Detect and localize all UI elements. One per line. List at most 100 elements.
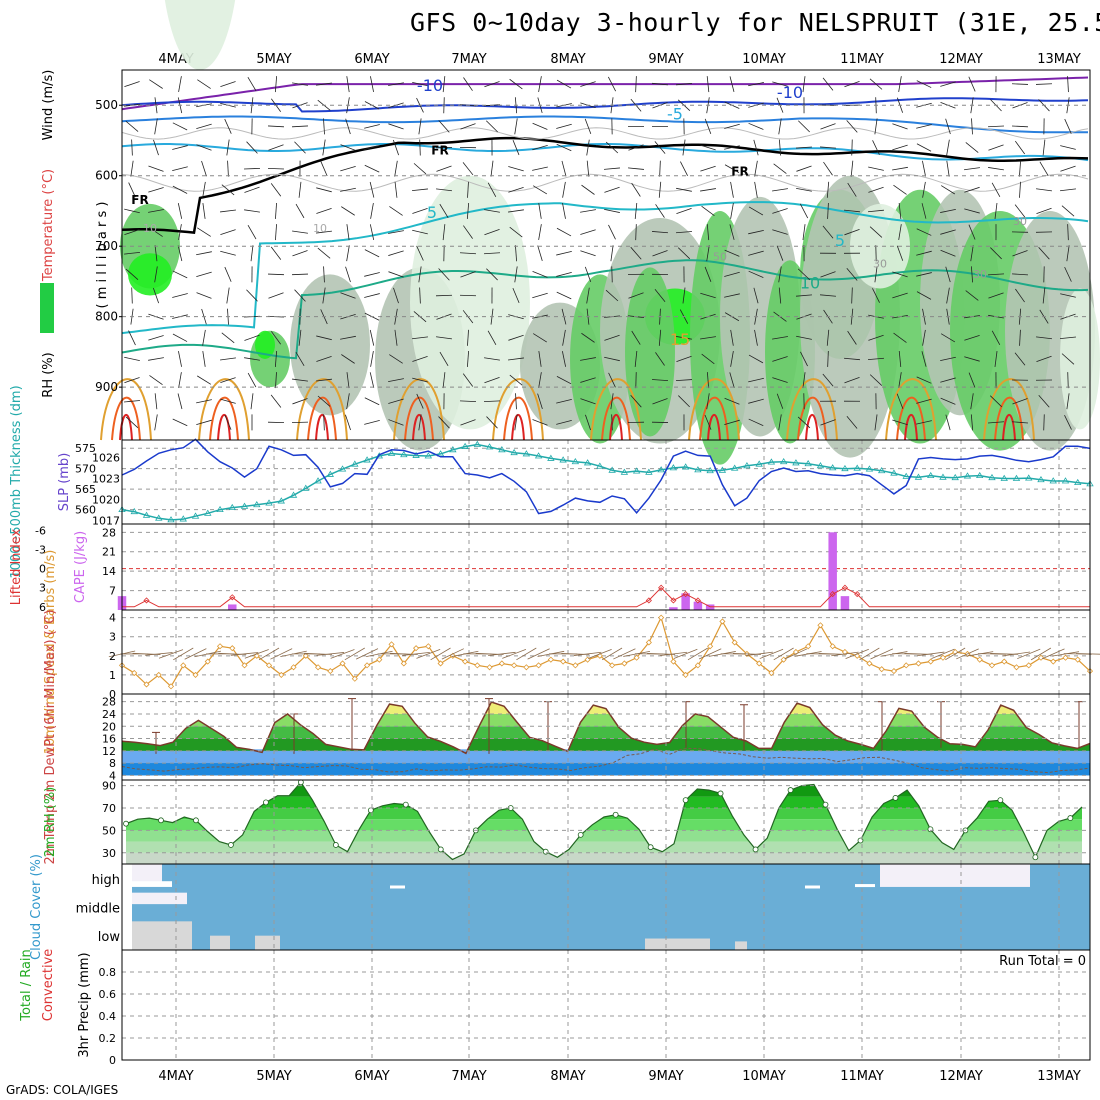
cape-bar <box>828 532 837 610</box>
precip-tick-label: 0.8 <box>99 966 117 979</box>
wind-speed-point <box>437 660 444 667</box>
wind-barb <box>201 160 207 177</box>
thickness-point <box>988 473 996 481</box>
wind-barb <box>819 146 837 149</box>
contour-label: 5 <box>835 231 845 250</box>
wind-barb <box>292 250 308 257</box>
wind-barb <box>243 167 261 170</box>
wind-barb <box>512 287 520 304</box>
temperature-contour-15 <box>885 378 937 441</box>
wind-barb <box>340 335 356 340</box>
wind-barb <box>700 165 716 172</box>
wind-barb <box>317 395 331 407</box>
cape-tick-label: 21 <box>102 546 116 559</box>
wind-barb <box>202 202 206 219</box>
contour-label: 10 <box>800 273 820 292</box>
wind-barb <box>341 354 355 364</box>
temp-tick-label: 8 <box>109 757 116 770</box>
wind-barb <box>1060 293 1076 298</box>
thickness-point <box>596 462 604 469</box>
wind-speed-point <box>988 662 996 669</box>
surface-wind-barb <box>745 651 773 657</box>
wind-barb <box>345 266 351 283</box>
rh-point <box>263 799 269 806</box>
wind-barb <box>893 184 907 195</box>
wind-speed-point <box>363 662 371 669</box>
wind-barb <box>631 182 641 197</box>
wind-barb <box>197 227 211 237</box>
wind-barb <box>292 82 308 86</box>
wind-barb <box>700 336 716 340</box>
wind-barb <box>148 335 164 341</box>
cloud-patch <box>880 864 1030 887</box>
rh-tick-label: 50 <box>102 824 116 837</box>
wind-speed-point <box>511 662 518 669</box>
wind-barb <box>364 293 380 298</box>
wind-frame <box>121 609 1091 695</box>
lifted-index-point <box>645 597 652 604</box>
wind-barb <box>964 167 980 171</box>
thickness-tick-label: 575 <box>75 442 96 455</box>
surface-wind-barb <box>1002 651 1031 657</box>
wind-barb <box>940 356 956 362</box>
thickness-point <box>485 443 494 450</box>
wind-barb <box>611 414 613 431</box>
wind-barb <box>580 398 596 405</box>
wind-speed-point <box>939 654 947 661</box>
wind-barb <box>340 292 356 299</box>
wind-barb <box>1036 355 1052 363</box>
wind-barb <box>867 209 885 213</box>
wind-barb <box>1042 139 1046 156</box>
wind-barb <box>680 161 688 176</box>
wind-barb <box>346 76 350 93</box>
wind-barb <box>177 245 183 262</box>
temperature-contour-minus10 <box>121 97 1089 113</box>
wind-barb <box>946 287 950 304</box>
wind-barb <box>798 120 810 133</box>
wind-barb <box>486 120 498 133</box>
wind-barb <box>388 398 404 404</box>
slp-tick-label: 1026 <box>92 452 120 465</box>
wind-barb <box>412 336 428 340</box>
lifted-tick-label: -6 <box>35 524 46 537</box>
thickness-point <box>1000 474 1008 481</box>
wind-barb <box>320 161 328 177</box>
rh-band <box>126 830 1082 842</box>
wind-barb <box>627 167 645 170</box>
wind-speed-point <box>658 614 665 621</box>
wind-barb <box>1067 76 1069 93</box>
wind-barb <box>369 372 375 388</box>
contour-label: 5 <box>427 203 437 222</box>
wind-barb <box>124 81 140 88</box>
wind-barb <box>467 350 469 367</box>
wind-barb <box>778 266 782 283</box>
wind-barb <box>964 334 980 341</box>
wind-speed-point <box>878 666 885 673</box>
wind-barb <box>370 203 374 219</box>
surface-wind-barb <box>430 647 451 661</box>
wind-barb <box>730 329 734 346</box>
wind-barb <box>532 292 548 299</box>
wind-speed-point <box>1074 656 1081 663</box>
surface-wind-barb <box>945 647 966 661</box>
wind-barb <box>556 271 572 277</box>
wind-speed-point <box>976 656 983 663</box>
wind-barb <box>438 416 450 429</box>
cloud-patch <box>735 941 747 950</box>
wind-barb <box>1061 353 1075 365</box>
wind-speed-point <box>302 652 309 659</box>
wind-barb <box>532 122 548 130</box>
wind-barb <box>802 76 806 93</box>
cloud-patch <box>805 885 820 889</box>
temp-tick-label: 20 <box>102 720 116 733</box>
wind-barb <box>772 377 788 383</box>
rh-shade-blob <box>850 203 910 289</box>
precip-tick-label: 0 <box>109 1054 116 1067</box>
wind-barb <box>418 414 422 431</box>
wind-barb <box>1018 160 1022 177</box>
wind-barb <box>608 224 616 240</box>
wind-barb <box>556 251 572 256</box>
wind-barb <box>442 76 446 93</box>
wind-barb <box>796 165 812 172</box>
wind-barb <box>508 357 524 361</box>
